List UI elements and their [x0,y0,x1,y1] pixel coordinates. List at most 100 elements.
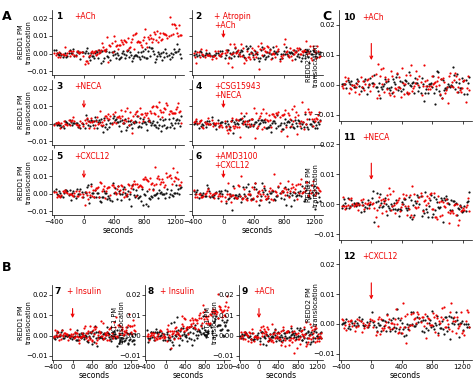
Point [191,48,199,54]
Point [340,195,348,202]
Point [100,55,108,61]
Point [294,332,302,339]
Point [454,314,461,320]
Point [416,72,423,79]
Point [403,321,411,327]
Point [370,83,377,89]
Point [222,200,229,206]
Point [206,187,213,194]
Point [91,194,98,200]
Point [145,335,152,341]
Point [414,314,421,320]
Point [298,99,306,105]
Point [200,190,207,196]
Point [302,187,310,194]
Point [170,177,177,183]
Point [293,53,301,59]
Point [290,188,298,195]
Point [295,192,302,198]
Point [409,80,416,86]
Point [146,337,153,343]
Point [377,197,384,203]
Point [310,325,318,332]
Point [195,315,203,322]
Point [188,336,195,342]
Point [65,50,73,57]
Point [207,190,214,197]
Point [255,190,262,196]
Point [169,333,176,339]
Point [454,201,461,207]
Point [343,202,350,209]
Point [258,126,266,132]
Point [239,184,246,190]
Point [105,110,112,116]
Point [456,75,463,82]
Point [420,198,428,204]
Point [303,46,311,53]
Point [292,120,300,126]
Point [68,117,76,123]
Point [211,48,219,55]
Point [223,293,230,299]
Point [116,331,124,337]
Point [389,325,397,331]
Point [381,319,389,325]
Point [222,124,229,130]
Point [142,201,150,207]
Point [293,123,301,129]
Point [85,125,93,131]
Point [75,333,83,339]
Point [99,334,106,341]
Point [443,84,451,90]
Point [196,118,204,125]
Point [103,48,110,54]
Point [385,205,392,211]
Point [140,176,148,182]
Point [442,193,450,199]
Point [193,335,201,341]
Point [291,57,299,63]
Point [353,200,361,206]
Point [99,39,106,46]
Point [136,105,144,111]
Point [77,56,84,62]
Point [171,190,178,196]
Point [234,192,242,199]
Point [401,91,408,97]
Point [51,327,59,333]
Point [310,187,318,193]
Y-axis label: AKT-1 PM
translocation: AKT-1 PM translocation [112,300,125,344]
Point [302,319,310,325]
Point [116,118,123,124]
Point [315,54,323,60]
Point [201,307,209,313]
Point [402,340,410,346]
Point [210,195,218,201]
Point [53,120,61,126]
Point [355,200,362,206]
Point [211,52,219,58]
Point [192,332,200,338]
Point [233,48,240,54]
Point [435,88,443,94]
Point [339,85,346,91]
Point [78,120,85,126]
Point [294,336,302,342]
Point [104,337,111,343]
Point [145,333,152,339]
Point [66,326,74,332]
Point [177,120,184,126]
Point [139,36,147,43]
Point [149,329,157,335]
Point [152,192,159,198]
Point [442,195,450,202]
Point [106,337,113,343]
Point [397,315,405,321]
Point [340,80,348,87]
Point [301,109,309,115]
Point [67,331,75,337]
Point [310,122,317,128]
Point [434,193,442,199]
Point [105,59,112,65]
